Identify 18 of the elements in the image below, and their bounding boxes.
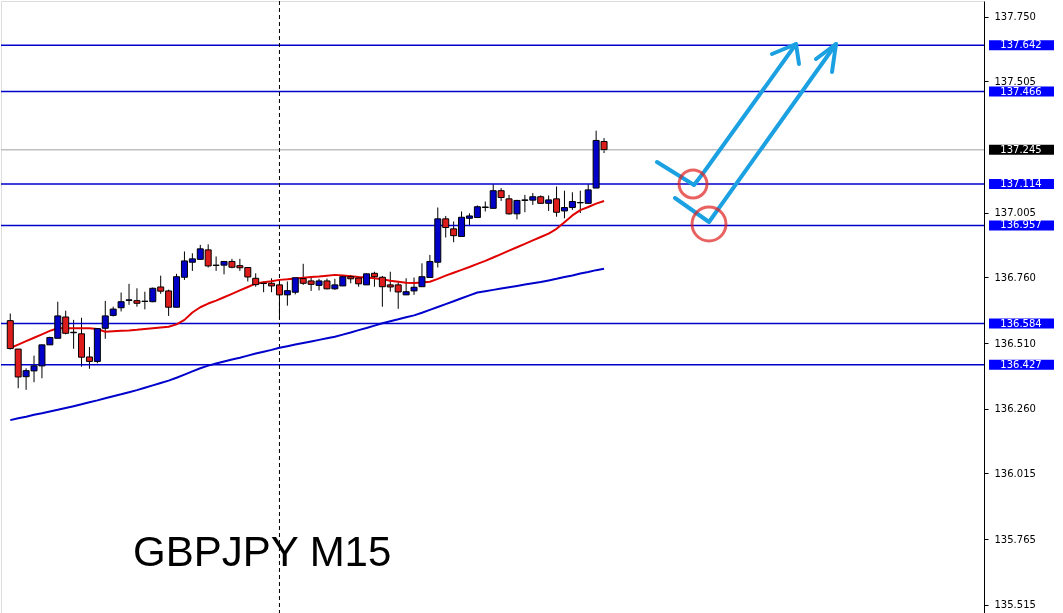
y-tick-label: 137.005	[994, 207, 1036, 219]
y-tick-label: 135.515	[994, 599, 1036, 611]
y-tick-label: 136.510	[994, 337, 1036, 349]
y-tick-label: 136.760	[994, 271, 1036, 283]
y-tick-label: 136.015	[994, 467, 1036, 479]
y-tick-label: 137.505	[994, 75, 1036, 87]
candlestick	[117, 292, 125, 312]
text: GBPJPY M15	[133, 528, 392, 575]
ref-line-label: 137.466	[1000, 85, 1042, 97]
y-tick-label: 135.765	[994, 533, 1036, 545]
y-tick-label: 136.260	[994, 403, 1036, 415]
ref-line-label: 136.584	[1000, 317, 1042, 329]
ref-line-label: 137.114	[1000, 178, 1042, 190]
ref-line-label: 137.245	[1000, 143, 1042, 155]
y-tick-label: 137.750	[994, 11, 1036, 23]
ref-line-label: 137.642	[1000, 39, 1042, 51]
ref-line-label: 136.957	[1000, 219, 1042, 231]
ref-line-label: 136.427	[1000, 358, 1042, 370]
